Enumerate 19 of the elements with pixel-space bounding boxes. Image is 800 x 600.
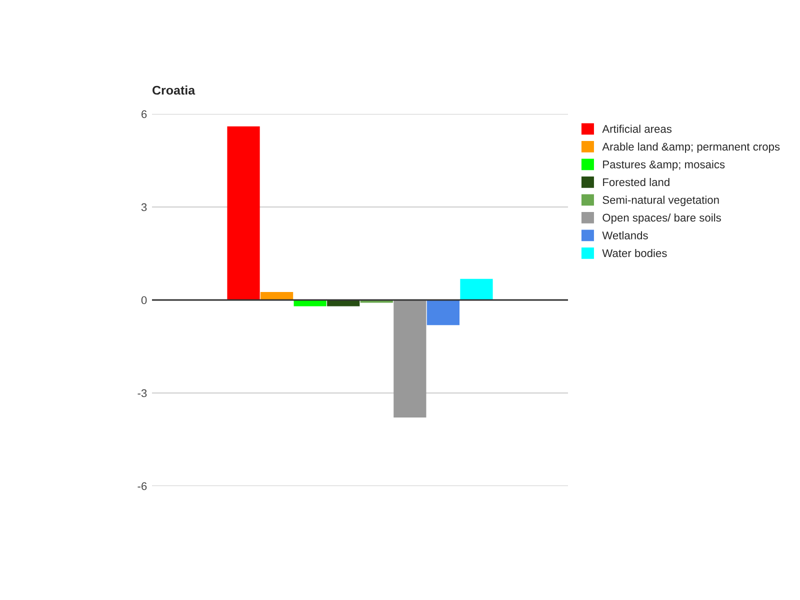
legend-label: Arable land &amp; permanent crops (602, 142, 780, 153)
y-tick-label: 6 (142, 110, 147, 118)
bar (260, 292, 294, 300)
bar (394, 300, 426, 418)
y-tick-label: 3 (141, 203, 147, 212)
chart-title: Croatia (152, 85, 196, 95)
legend-label: Pastures &amp; mosaics (603, 160, 725, 171)
y-tick-label: 0 (141, 296, 147, 304)
legend-label: Forested land (603, 178, 670, 186)
legend-label: Wetlands (602, 231, 648, 240)
legend-label: Semi-natural vegetation (602, 196, 719, 206)
y-tick-label: -6 (138, 482, 147, 490)
legend-label: Artificial areas (602, 124, 672, 133)
y-tick-label: -3 (138, 389, 147, 398)
legend-label: Water bodies (602, 248, 667, 258)
bar (460, 278, 493, 300)
bar (426, 300, 460, 326)
legend-label: Open spaces/ bare soils (602, 213, 721, 224)
bar (227, 126, 260, 300)
